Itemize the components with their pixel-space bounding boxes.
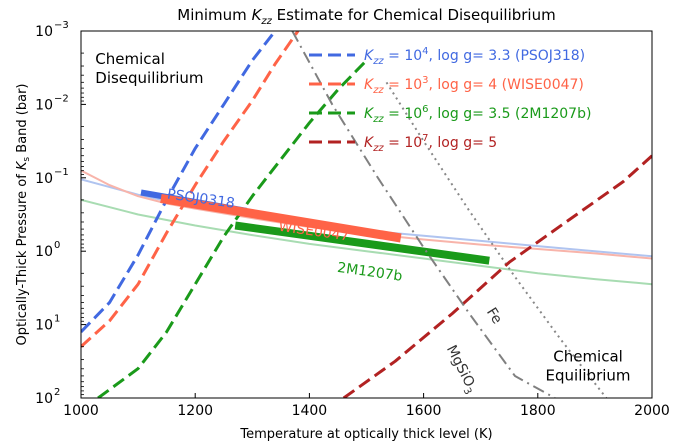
y-tick-label: 10 [35, 244, 53, 260]
y-axis-label: Optically-Thick Pressure of Ks Band (bar… [15, 84, 32, 346]
series-line [81, 31, 300, 348]
series-line [97, 59, 368, 398]
x-tick-label: 1000 [63, 403, 99, 419]
legend-entry: Kzz = 103, log g= 4 (WISE0047) [364, 75, 584, 96]
y-tick-label-exponent: 0 [54, 240, 60, 251]
y-tick-label: 10 [35, 171, 53, 187]
legend: Kzz = 104, log g= 3.3 (PSOJ318) Kzz = 103… [309, 46, 591, 154]
series-line [291, 31, 556, 398]
x-tick-label: 1600 [406, 403, 442, 419]
y-tick-label-exponent: −2 [54, 93, 69, 104]
legend-entry: Kzz = 107, log g= 5 [364, 133, 497, 154]
y-tick-label-exponent: 1 [54, 314, 60, 325]
x-tick-label: 1400 [292, 403, 328, 419]
chart-title-text: Minimum Kzz Estimate for Chemical Disequ… [177, 6, 555, 27]
legend-entry: Kzz = 106, log g= 3.5 (2M1207b) [364, 104, 591, 125]
plot-frame [80, 30, 653, 399]
series-line [342, 154, 652, 398]
series-line [81, 31, 277, 333]
curve-label: MgSiO3 [440, 343, 480, 397]
y-tick-label: 10 [35, 391, 53, 407]
chart-title: Minimum Kzz Estimate for Chemical Disequ… [177, 6, 555, 27]
x-axis: 1000 1200 1400 1600 1800 2000 Temperature at o… [63, 393, 670, 442]
x-tick-label: 1200 [177, 403, 213, 419]
y-tick-label: 10 [35, 24, 53, 40]
legend-entry: Kzz = 104, log g= 3.3 (PSOJ318) [364, 46, 585, 67]
y-tick-label-exponent: 2 [54, 387, 60, 398]
series-line [81, 198, 652, 286]
y-tick-label-exponent: −3 [54, 20, 69, 31]
y-tick-label: 10 [35, 97, 53, 113]
region-annotation: Chemical Equilibrium [546, 347, 631, 384]
plot-series [81, 31, 652, 398]
curve-label: Fe [483, 305, 505, 327]
y-tick-label-exponent: −1 [54, 167, 69, 178]
region-annotation: Chemical Disequilibrium [95, 50, 203, 87]
x-axis-label: Temperature at optically thick level (K) [239, 427, 492, 442]
series-line [234, 221, 490, 265]
series-line [160, 193, 402, 243]
y-tick-label: 10 [35, 318, 53, 334]
curve-label: 2M1207b [336, 260, 403, 285]
x-tick-label: 2000 [634, 403, 670, 419]
x-tick-label: 1800 [520, 403, 556, 419]
